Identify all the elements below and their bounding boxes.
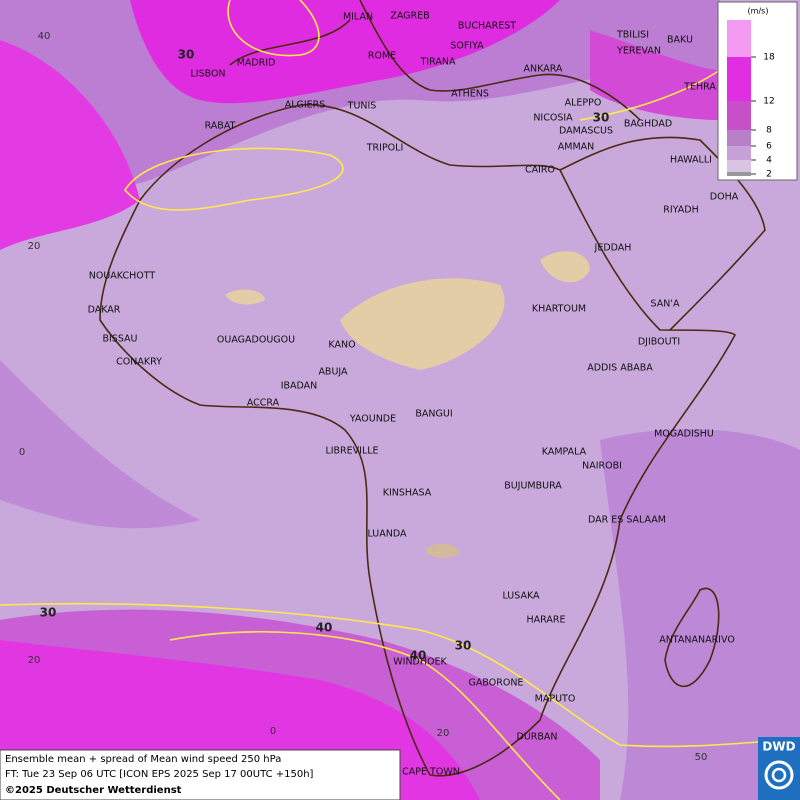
- grid-label: 0: [270, 726, 276, 737]
- footer-line: ©2025 Deutscher Wetterdienst: [5, 785, 182, 796]
- city-label: TEHRA: [683, 82, 716, 93]
- city-label: YAOUNDE: [349, 414, 396, 425]
- city-label: OUAGADOUGOU: [217, 335, 295, 346]
- city-label: BISSAU: [102, 334, 137, 345]
- city-label: TBILISI: [616, 30, 649, 41]
- grid-label: 20: [28, 655, 41, 666]
- logo: DWD: [758, 737, 800, 800]
- city-label: ACCRA: [247, 398, 280, 409]
- grid-label: 50: [695, 752, 708, 763]
- city-label: ATHENS: [451, 89, 489, 100]
- city-label: YEREVAN: [616, 46, 661, 57]
- city-label: DAMASCUS: [559, 126, 613, 137]
- city-label: ADDIS ABABA: [587, 363, 653, 374]
- city-label: ZAGREB: [390, 11, 429, 22]
- footer-line: FT: Tue 23 Sep 06 UTC [ICON EPS 2025 Sep…: [5, 769, 314, 780]
- city-label: NAIROBI: [582, 461, 622, 472]
- city-label: KINSHASA: [383, 488, 432, 499]
- city-label: BUCHAREST: [458, 21, 516, 32]
- city-label: DOHA: [710, 192, 739, 203]
- city-label: DURBAN: [517, 732, 558, 743]
- legend: (m/s) 18 12 8 6 4 2: [717, 1, 798, 181]
- city-label: AMMAN: [558, 142, 595, 153]
- city-label: KHARTOUM: [532, 304, 586, 315]
- coastlines: [99, 0, 766, 777]
- city-label: HARARE: [527, 615, 566, 626]
- city-label: IBADAN: [281, 381, 318, 392]
- city-label: MILAN: [343, 12, 373, 23]
- city-label: DJIBOUTI: [638, 337, 680, 348]
- contour-label: 30: [178, 48, 195, 62]
- city-label: BAKU: [667, 35, 693, 46]
- city-label: NICOSIA: [533, 113, 573, 124]
- city-label: CAIRO: [525, 165, 555, 176]
- city-label: CAPE TOWN: [402, 767, 460, 778]
- city-label: BUJUMBURA: [504, 481, 562, 492]
- city-label: GABORONE: [469, 678, 524, 689]
- city-label: LUANDA: [367, 529, 407, 540]
- city-label: BANGUI: [415, 409, 452, 420]
- city-label: DAR ES SALAAM: [588, 515, 666, 526]
- city-label: LIBREVILLE: [325, 446, 378, 457]
- city-label: WINDHOEK: [393, 657, 447, 668]
- legend-tick-label: 8: [766, 126, 772, 136]
- contour-label: 30: [40, 606, 57, 620]
- city-label: SAN'A: [651, 299, 680, 310]
- city-label: KAMPALA: [542, 447, 587, 458]
- city-label: JEDDAH: [594, 243, 632, 254]
- city-label: MOGADISHU: [654, 429, 714, 440]
- city-label: ROME: [368, 51, 396, 62]
- city-label: ALGIERS: [285, 100, 326, 111]
- grid-label: 0: [19, 447, 25, 458]
- legend-tick-label: 18: [763, 53, 775, 63]
- footer: Ensemble mean + spread of Mean wind spee…: [0, 749, 401, 800]
- city-label: ALEPPO: [565, 98, 602, 109]
- legend-tick-label: 4: [766, 156, 772, 166]
- city-label: HAWALLI: [670, 155, 712, 166]
- contour-label: 30: [455, 639, 472, 653]
- city-label: TIRANA: [420, 57, 456, 68]
- labels: MILAN ZAGREB BUCHAREST TBILISI BAKU LISBON MAD…: [19, 11, 739, 778]
- legend-unit: (m/s): [748, 7, 769, 16]
- city-label: TRIPOLI: [366, 143, 404, 154]
- city-label: ANTANANARIVO: [659, 635, 735, 646]
- city-label: SOFIYA: [450, 41, 484, 52]
- city-label: RABAT: [205, 121, 236, 132]
- grid-label: 20: [437, 728, 450, 739]
- contour-label: 30: [593, 111, 610, 125]
- city-label: CONAKRY: [116, 357, 162, 368]
- legend-tick-label: 12: [763, 97, 774, 107]
- city-label: RIYADH: [663, 205, 698, 216]
- contour-label: 40: [410, 649, 427, 663]
- logo-text: DWD: [762, 740, 795, 754]
- city-label: DAKAR: [88, 305, 121, 316]
- city-label: MADRID: [237, 58, 276, 69]
- city-label: KANO: [328, 340, 355, 351]
- city-label: LISBON: [190, 69, 225, 80]
- legend-tick-label: 2: [766, 170, 772, 180]
- city-label: TUNIS: [347, 101, 377, 112]
- legend-tick-label: 6: [766, 142, 772, 152]
- city-label: ABUJA: [318, 367, 348, 378]
- grid-label: 40: [38, 31, 51, 42]
- city-label: MAPUTO: [535, 694, 576, 705]
- city-label: LUSAKA: [502, 591, 540, 602]
- contour-label: 40: [316, 621, 333, 635]
- city-label: ANKARA: [524, 64, 563, 75]
- city-label: BAGHDAD: [624, 119, 672, 130]
- grid-label: 20: [28, 241, 41, 252]
- city-label: NOUAKCHOTT: [89, 271, 156, 282]
- footer-line: Ensemble mean + spread of Mean wind spee…: [5, 754, 281, 765]
